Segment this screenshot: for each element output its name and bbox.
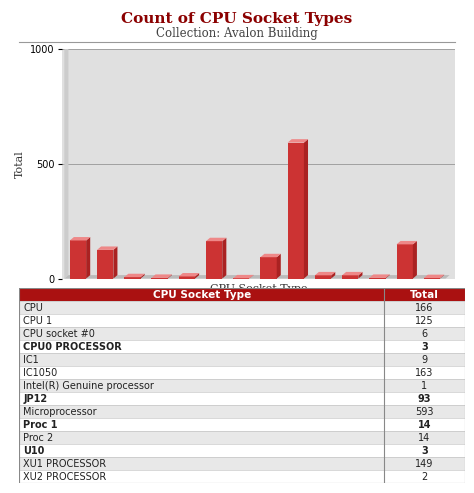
X-axis label: CPU Socket Type: CPU Socket Type <box>210 284 307 294</box>
Polygon shape <box>413 241 417 279</box>
Polygon shape <box>206 238 227 241</box>
Text: JP12: JP12 <box>23 394 47 404</box>
Polygon shape <box>86 237 90 279</box>
Text: Collection: Avalon Building: Collection: Avalon Building <box>156 27 318 40</box>
Polygon shape <box>331 272 335 279</box>
Text: CPU0 PROCESSOR: CPU0 PROCESSOR <box>23 342 122 352</box>
FancyBboxPatch shape <box>19 405 465 418</box>
Polygon shape <box>304 139 308 279</box>
Text: Intel(R) Genuine processor: Intel(R) Genuine processor <box>23 381 155 391</box>
Polygon shape <box>424 275 444 278</box>
Text: 9: 9 <box>421 355 428 365</box>
Text: CPU socket #0: CPU socket #0 <box>23 329 95 339</box>
Polygon shape <box>397 241 417 245</box>
Bar <box>260 257 277 279</box>
Text: 6: 6 <box>421 329 428 339</box>
Bar <box>288 142 304 279</box>
Polygon shape <box>440 275 444 279</box>
Polygon shape <box>277 254 281 279</box>
Bar <box>369 278 386 279</box>
Text: XU2 PROCESSOR: XU2 PROCESSOR <box>23 472 107 482</box>
Text: 14: 14 <box>418 433 430 443</box>
Polygon shape <box>113 246 118 279</box>
Polygon shape <box>64 46 68 279</box>
FancyBboxPatch shape <box>19 366 465 379</box>
Text: 14: 14 <box>418 420 431 430</box>
FancyBboxPatch shape <box>19 340 465 353</box>
FancyBboxPatch shape <box>19 457 465 470</box>
Text: CPU 1: CPU 1 <box>23 316 53 326</box>
Bar <box>70 241 86 279</box>
Polygon shape <box>260 254 281 257</box>
FancyBboxPatch shape <box>19 392 465 405</box>
Text: Proc 2: Proc 2 <box>23 433 54 443</box>
Polygon shape <box>97 246 118 250</box>
FancyBboxPatch shape <box>19 288 465 301</box>
Bar <box>206 241 222 279</box>
FancyBboxPatch shape <box>19 353 465 366</box>
Text: 593: 593 <box>415 407 434 417</box>
Text: 166: 166 <box>415 303 434 313</box>
Text: 149: 149 <box>415 458 434 469</box>
Polygon shape <box>179 273 199 277</box>
Polygon shape <box>152 275 172 278</box>
Text: U10: U10 <box>23 446 45 456</box>
Text: XU1 PROCESSOR: XU1 PROCESSOR <box>23 458 107 469</box>
Text: CPU: CPU <box>23 303 43 313</box>
Polygon shape <box>195 273 199 279</box>
FancyBboxPatch shape <box>19 418 465 431</box>
Polygon shape <box>386 275 390 279</box>
FancyBboxPatch shape <box>19 379 465 392</box>
Text: IC1050: IC1050 <box>23 368 58 378</box>
Text: Count of CPU Socket Types: Count of CPU Socket Types <box>121 12 353 26</box>
FancyBboxPatch shape <box>19 470 465 483</box>
Polygon shape <box>358 272 363 279</box>
Text: CPU Socket Type: CPU Socket Type <box>153 290 251 300</box>
Text: 3: 3 <box>421 342 428 352</box>
Text: 1: 1 <box>421 381 428 391</box>
Polygon shape <box>288 139 308 142</box>
Text: 163: 163 <box>415 368 434 378</box>
Polygon shape <box>233 275 254 279</box>
Bar <box>97 250 113 279</box>
FancyBboxPatch shape <box>19 327 465 340</box>
Bar <box>342 275 358 279</box>
Text: Proc 1: Proc 1 <box>23 420 58 430</box>
Polygon shape <box>70 237 90 241</box>
Polygon shape <box>369 275 390 278</box>
Bar <box>397 245 413 279</box>
Polygon shape <box>315 272 335 275</box>
FancyBboxPatch shape <box>19 315 465 327</box>
Text: 2: 2 <box>421 472 428 482</box>
FancyBboxPatch shape <box>19 444 465 457</box>
Text: 125: 125 <box>415 316 434 326</box>
Bar <box>179 277 195 279</box>
Polygon shape <box>222 238 227 279</box>
Text: IC1: IC1 <box>23 355 39 365</box>
Bar <box>315 275 331 279</box>
Polygon shape <box>141 274 145 279</box>
Bar <box>124 277 141 279</box>
Polygon shape <box>249 275 254 279</box>
Text: Microprocessor: Microprocessor <box>23 407 97 417</box>
Polygon shape <box>342 272 363 275</box>
Text: Total: Total <box>410 290 439 300</box>
Polygon shape <box>124 274 145 277</box>
FancyBboxPatch shape <box>19 431 465 444</box>
Text: 93: 93 <box>418 394 431 404</box>
Y-axis label: Total: Total <box>15 150 25 178</box>
Polygon shape <box>64 275 450 279</box>
Bar <box>152 278 168 279</box>
Polygon shape <box>168 275 172 279</box>
FancyBboxPatch shape <box>19 301 465 315</box>
Text: 3: 3 <box>421 446 428 456</box>
